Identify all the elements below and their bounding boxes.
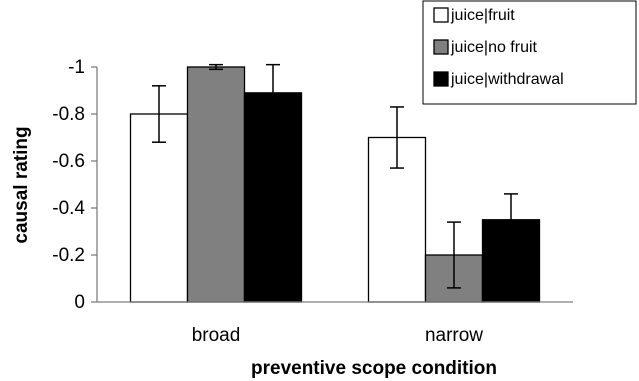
x-axis-title: preventive scope condition: [251, 358, 497, 379]
legend-label-juice-fruit: juice|fruit: [450, 7, 515, 24]
x-tick-label-narrow: narrow: [425, 325, 483, 346]
legend-label-juice-no-fruit: juice|no fruit: [450, 39, 538, 56]
legend-label-juice-withdrawal: juice|withdrawal: [450, 71, 564, 88]
y-axis-title: causal rating: [11, 126, 32, 243]
y-tick-label: -1: [68, 57, 85, 78]
bar-juice-fruit-broad: [129, 113, 189, 303]
bar-juice-no-fruit-broad: [186, 66, 246, 303]
x-tick-label-broad: broad: [192, 325, 241, 346]
legend: juice|fruit juice|no fruit juice|withdrawa…: [422, 0, 637, 105]
y-tick-label: -0.2: [52, 245, 85, 266]
error-bars-layer: [152, 63, 518, 289]
legend-box: [422, 0, 637, 105]
y-tick-label: -0.8: [52, 104, 85, 125]
y-ticks-layer: -1 -0.8 -0.6 -0.4 -0.2 0: [52, 57, 97, 313]
y-tick-label: -0.4: [52, 198, 85, 219]
legend-swatch-juice-fruit: [433, 7, 449, 23]
legend-swatch-juice-no-fruit: [433, 39, 449, 55]
y-tick-label: 0: [74, 292, 85, 313]
x-categories-layer: broad narrow: [192, 325, 484, 346]
bar-juice-withdrawal-broad: [243, 92, 303, 303]
y-tick-label: -0.6: [52, 151, 85, 172]
legend-swatch-juice-withdrawal: [433, 71, 449, 87]
